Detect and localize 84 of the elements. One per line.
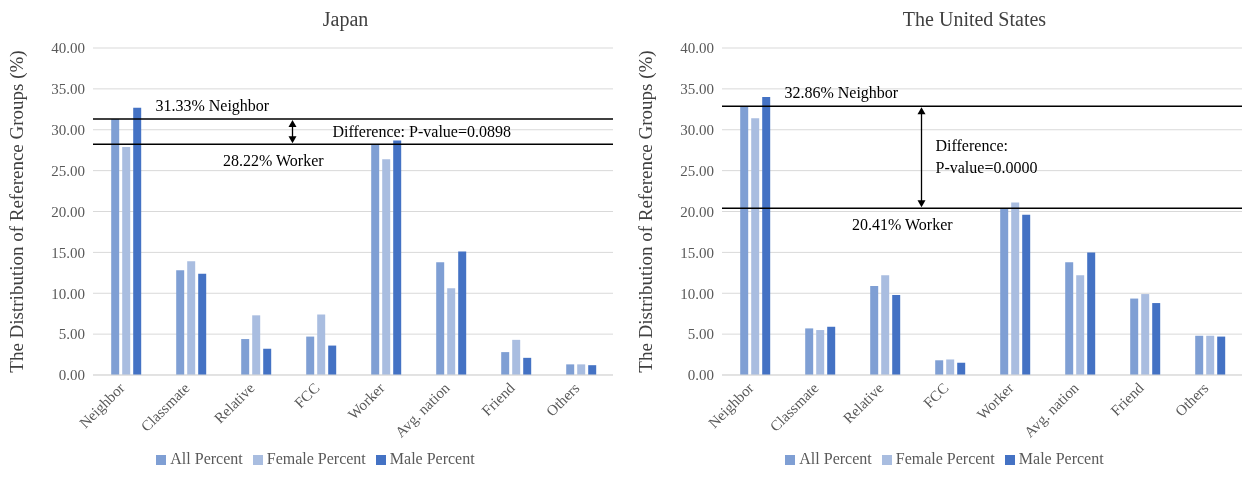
y-tick-label: 15.00	[51, 244, 85, 261]
bar	[187, 261, 196, 375]
y-tick-label: 40.00	[51, 40, 85, 57]
ref-line-label: 32.86% Neighbor	[784, 84, 899, 103]
bar	[382, 159, 391, 375]
bar	[892, 294, 901, 375]
y-tick-label: 5.00	[687, 326, 714, 343]
ref-line-label: 20.41% Worker	[852, 216, 954, 234]
bar	[881, 275, 890, 375]
bar	[371, 144, 380, 375]
bar	[1206, 335, 1215, 375]
bar	[566, 364, 575, 375]
bar	[1065, 262, 1074, 375]
legend-label: Female Percent	[895, 450, 995, 467]
y-tick-label: 20.00	[51, 203, 85, 220]
x-tick-label: FCC	[920, 379, 952, 412]
ref-line-label: 31.33% Neighbor	[155, 96, 270, 115]
y-tick-label: 20.00	[680, 203, 714, 220]
y-tick-label: 25.00	[680, 162, 714, 179]
bar	[252, 315, 261, 375]
bar	[751, 118, 760, 375]
bar	[946, 359, 955, 375]
y-tick-label: 0.00	[687, 367, 714, 384]
bar	[870, 285, 879, 375]
bar	[122, 146, 131, 375]
bar	[1141, 294, 1150, 375]
y-axis-title: The Distribution of Reference Groups (%)	[634, 50, 657, 373]
y-tick-label: 0.00	[58, 367, 85, 384]
bar	[827, 326, 836, 375]
bar	[306, 336, 315, 375]
bar	[393, 140, 402, 375]
y-tick-label: 35.00	[680, 81, 714, 98]
bar	[176, 270, 185, 375]
legend-label: All Percent	[799, 450, 872, 467]
bar	[1152, 303, 1161, 375]
bar	[1000, 208, 1009, 375]
bar	[740, 106, 749, 375]
x-tick-label: FCC	[291, 379, 323, 412]
y-tick-label: 5.00	[58, 326, 85, 343]
bar	[935, 360, 944, 375]
bar	[317, 314, 326, 375]
bar	[133, 107, 142, 375]
y-tick-label: 10.00	[680, 285, 714, 302]
y-tick-label: 25.00	[51, 162, 85, 179]
bar	[523, 357, 532, 375]
legend-label: All Percent	[170, 450, 243, 467]
y-tick-label: 15.00	[680, 244, 714, 261]
ref-line-label: 28.22% Worker	[223, 152, 325, 170]
annotation: Difference: P-value=0.0898	[332, 122, 511, 140]
bar	[1130, 298, 1139, 375]
bar	[328, 345, 337, 375]
bar	[1011, 202, 1020, 375]
bar	[1217, 336, 1226, 375]
bar	[577, 364, 586, 375]
bar	[512, 339, 521, 375]
y-tick-label: 10.00	[51, 285, 85, 302]
bar	[198, 273, 207, 375]
bar	[805, 328, 814, 375]
y-tick-label: 40.00	[680, 40, 714, 57]
bar	[263, 348, 272, 375]
bar	[1087, 252, 1096, 375]
y-tick-label: 35.00	[51, 81, 85, 98]
bar	[1195, 335, 1204, 375]
chart-title: Japan	[321, 8, 370, 33]
bar	[111, 118, 120, 375]
legend-label: Female Percent	[266, 450, 366, 467]
bar	[762, 97, 771, 375]
bar	[1076, 275, 1085, 375]
bar	[447, 288, 456, 375]
annotation: Difference: P-value=0.0000	[935, 137, 1038, 177]
bar	[241, 339, 250, 375]
bar	[501, 352, 510, 375]
y-tick-label: 30.00	[680, 122, 714, 139]
bar	[1022, 214, 1031, 375]
bar	[957, 362, 966, 375]
bar	[816, 330, 825, 375]
y-tick-label: 30.00	[51, 122, 85, 139]
chart-title: The United States	[901, 8, 1048, 32]
bar	[436, 262, 445, 375]
legend-label: Male Percent	[389, 450, 475, 467]
y-axis-title: The Distribution of Reference Groups (%)	[5, 50, 28, 373]
legend-label: Male Percent	[1018, 450, 1104, 467]
bar	[588, 365, 597, 375]
bar	[458, 251, 467, 375]
